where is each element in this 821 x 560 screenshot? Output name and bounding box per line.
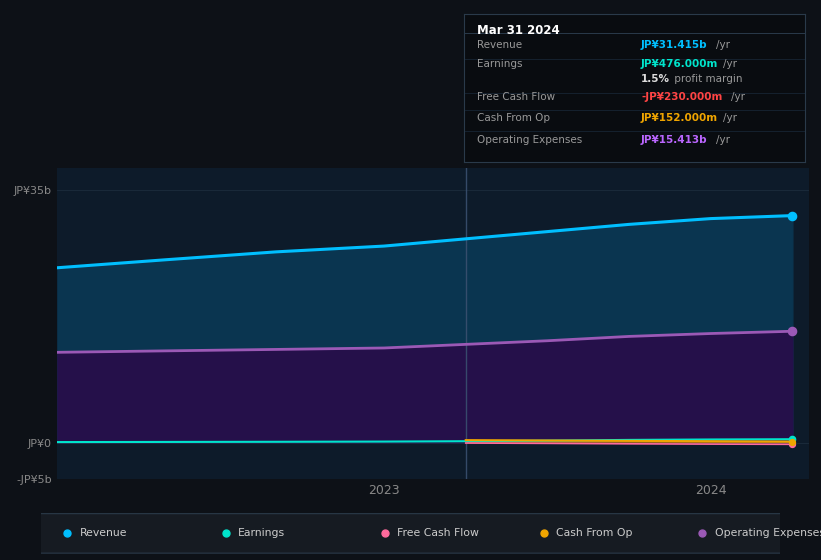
Text: Cash From Op: Cash From Op bbox=[556, 529, 632, 538]
Text: /yr: /yr bbox=[716, 40, 730, 50]
Text: Operating Expenses: Operating Expenses bbox=[478, 135, 583, 145]
Text: Operating Expenses: Operating Expenses bbox=[715, 529, 821, 538]
Text: Earnings: Earnings bbox=[238, 529, 286, 538]
Text: Revenue: Revenue bbox=[478, 40, 523, 50]
Point bbox=[786, 440, 799, 449]
Point bbox=[786, 327, 799, 336]
Text: JP¥476.000m: JP¥476.000m bbox=[641, 59, 718, 69]
Text: /yr: /yr bbox=[723, 113, 737, 123]
Text: Cash From Op: Cash From Op bbox=[478, 113, 551, 123]
Text: /yr: /yr bbox=[723, 59, 737, 69]
Text: /yr: /yr bbox=[716, 135, 730, 145]
Point bbox=[786, 211, 799, 220]
Text: 1.5%: 1.5% bbox=[641, 74, 670, 85]
Point bbox=[786, 437, 799, 446]
Text: Earnings: Earnings bbox=[478, 59, 523, 69]
Text: JP¥15.413b: JP¥15.413b bbox=[641, 135, 708, 145]
Text: -JP¥230.000m: -JP¥230.000m bbox=[641, 92, 722, 102]
Text: JP¥152.000m: JP¥152.000m bbox=[641, 113, 718, 123]
Text: Free Cash Flow: Free Cash Flow bbox=[397, 529, 479, 538]
Text: Free Cash Flow: Free Cash Flow bbox=[478, 92, 556, 102]
Text: Mar 31 2024: Mar 31 2024 bbox=[478, 25, 560, 38]
Text: Revenue: Revenue bbox=[80, 529, 127, 538]
Text: profit margin: profit margin bbox=[671, 74, 742, 85]
Point bbox=[786, 435, 799, 444]
Text: /yr: /yr bbox=[731, 92, 745, 102]
FancyBboxPatch shape bbox=[26, 514, 795, 553]
Text: JP¥31.415b: JP¥31.415b bbox=[641, 40, 708, 50]
